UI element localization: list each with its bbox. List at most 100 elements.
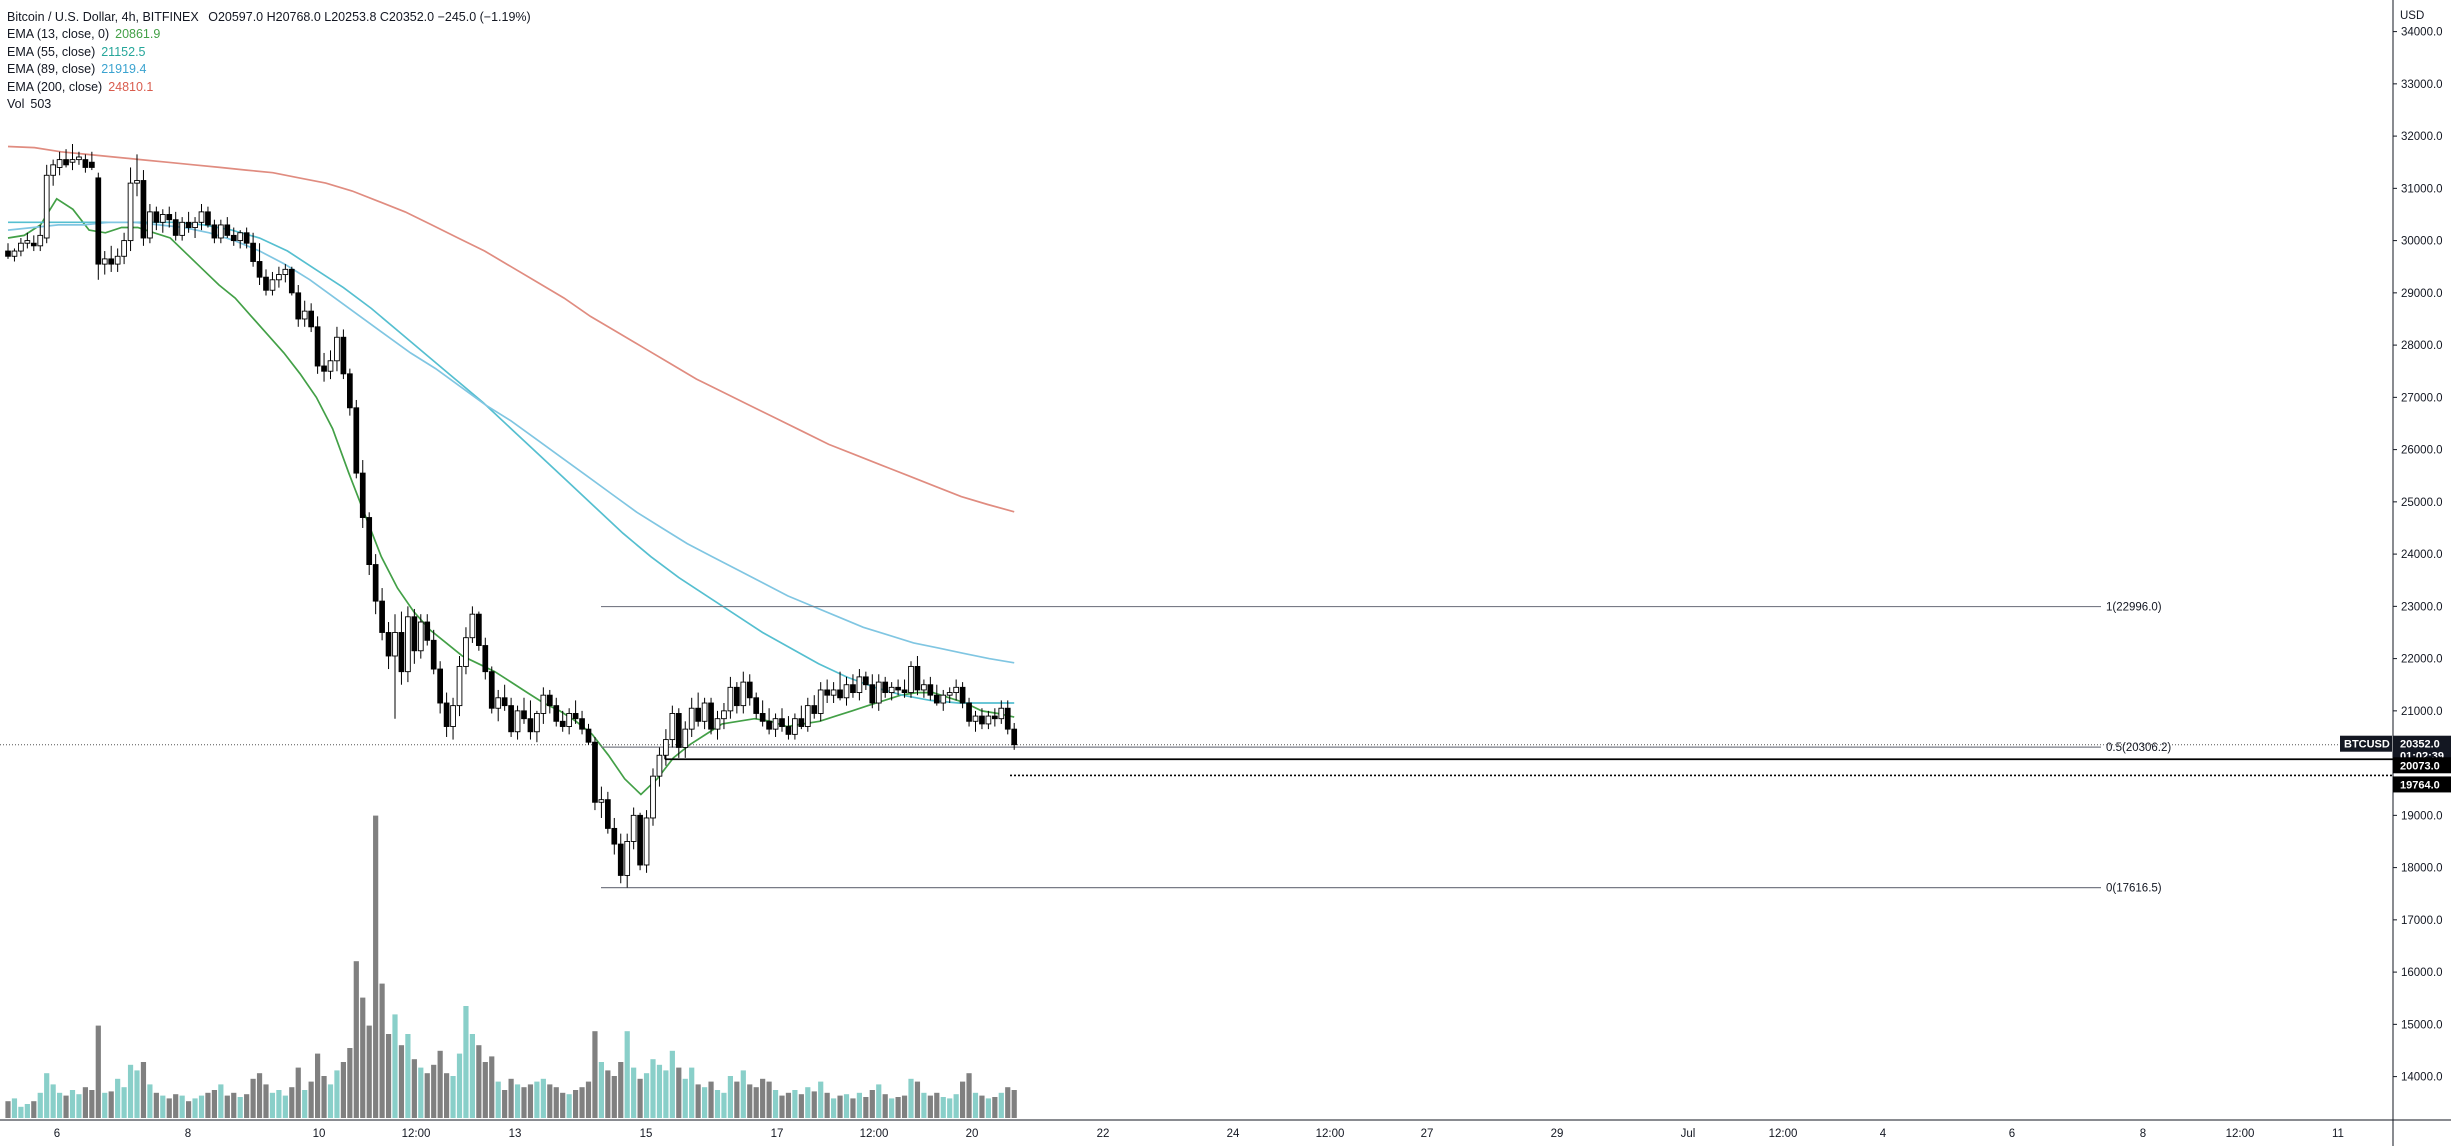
- volume-bar: [153, 1092, 159, 1118]
- volume-bar: [714, 1090, 721, 1118]
- level-tag-1: [2393, 757, 2451, 774]
- volume-bar: [321, 1076, 327, 1118]
- level-tag-2: [2393, 776, 2451, 793]
- candle: [263, 269, 269, 296]
- candle: [159, 209, 166, 233]
- time-axis-label: 8: [185, 1128, 191, 1140]
- candle-body: [850, 684, 856, 694]
- candle-body: [1011, 728, 1018, 746]
- candle: [359, 460, 366, 528]
- volume-bar: [108, 1091, 114, 1118]
- time-axis-label: 12:00: [2226, 1128, 2255, 1140]
- price-axis-label: 16000.0: [2401, 967, 2443, 979]
- volume-bar: [527, 1084, 534, 1118]
- candle: [940, 689, 947, 711]
- candle: [50, 159, 57, 186]
- candle-body: [753, 697, 760, 714]
- volume-bar: [37, 1092, 43, 1118]
- candle: [534, 710, 540, 743]
- time-axis-label: 6: [2009, 1128, 2015, 1140]
- legend-indicator-row[interactable]: EMA (55, close) 21152.5: [7, 44, 531, 61]
- candle: [276, 266, 282, 288]
- candle-body: [540, 694, 547, 714]
- legend-indicator-row[interactable]: Vol 503: [7, 96, 531, 113]
- candle-body: [24, 240, 31, 244]
- volume-bar: [766, 1081, 772, 1118]
- candle-body: [37, 234, 44, 247]
- candle-body: [443, 702, 450, 727]
- candle: [933, 684, 940, 706]
- candle-body: [598, 799, 605, 803]
- candle-body: [772, 718, 779, 730]
- candle-body: [617, 843, 624, 876]
- candle: [863, 671, 869, 690]
- volume-bar: [160, 1095, 166, 1118]
- candle: [30, 235, 37, 252]
- candle-body: [495, 697, 502, 709]
- volume-bar: [676, 1067, 682, 1118]
- volume-bar: [760, 1078, 766, 1118]
- candle-body: [411, 616, 418, 652]
- candle: [540, 687, 547, 724]
- candle: [979, 708, 985, 730]
- volume-bar: [489, 1056, 495, 1118]
- candle-body: [192, 221, 198, 228]
- candle: [714, 710, 721, 740]
- candle-body: [508, 705, 514, 733]
- candle-body: [875, 681, 882, 704]
- candle: [185, 211, 192, 233]
- fib-level-label: 0.5(20306.2): [2106, 742, 2171, 754]
- candle-body: [566, 713, 573, 727]
- volume-bar: [960, 1081, 966, 1118]
- candle: [527, 700, 534, 740]
- volume-bar: [289, 1087, 295, 1118]
- candle: [347, 368, 353, 416]
- candle-body: [1004, 707, 1011, 730]
- ema-line-4: [7, 145, 1015, 513]
- volume-bar: [966, 1073, 972, 1118]
- volume-bar: [1005, 1087, 1011, 1118]
- legend-indicator-row[interactable]: EMA (89, close) 21919.4: [7, 61, 531, 78]
- volume-bar: [102, 1092, 108, 1118]
- candle-body: [95, 177, 102, 265]
- candle-body: [327, 360, 334, 372]
- candle-body: [347, 373, 353, 409]
- candle: [424, 614, 431, 646]
- candle-body: [88, 161, 95, 168]
- candle-body: [721, 710, 727, 720]
- candle: [701, 697, 708, 730]
- volume-bar: [637, 1078, 643, 1118]
- volume-bar: [134, 1070, 140, 1118]
- candle-body: [869, 684, 876, 704]
- volume-bar: [192, 1098, 198, 1118]
- candle-body: [901, 689, 908, 694]
- volume-bar: [63, 1095, 69, 1118]
- candle-body: [127, 182, 134, 242]
- candle-body: [927, 684, 934, 696]
- legend-indicator-row[interactable]: EMA (200, close) 24810.1: [7, 79, 531, 96]
- candle-body: [830, 689, 837, 696]
- indicator-value: 20861.9: [115, 27, 161, 42]
- candle-body: [669, 713, 676, 741]
- volume-bar: [295, 1067, 301, 1118]
- candle: [1011, 722, 1018, 750]
- candle: [656, 747, 663, 787]
- volume-bar: [437, 1050, 443, 1118]
- volume-bar: [431, 1064, 437, 1118]
- candle-body: [469, 613, 476, 639]
- candle-body: [663, 739, 669, 756]
- candle-body: [921, 684, 927, 691]
- candle: [450, 697, 456, 740]
- candle-body: [256, 261, 263, 278]
- candle-body: [579, 718, 585, 730]
- legend-indicator-row[interactable]: EMA (13, close, 0) 20861.9: [7, 26, 531, 43]
- ema-line-2: [8, 221, 1015, 704]
- candle: [830, 682, 837, 704]
- candle-body: [114, 255, 121, 265]
- volume-bar: [244, 1094, 250, 1118]
- candle-body: [888, 686, 895, 694]
- price-axis-label: 21000.0: [2401, 706, 2443, 718]
- candle-body: [134, 180, 140, 184]
- candle: [443, 692, 450, 737]
